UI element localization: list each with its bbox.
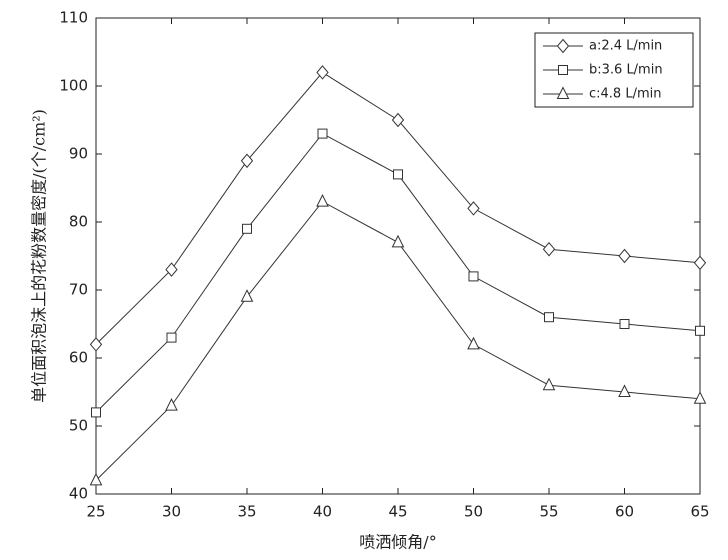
y-tick-label: 50 — [69, 417, 88, 435]
marker — [165, 397, 178, 411]
legend-label: a:2.4 L/min — [589, 39, 662, 54]
x-tick-label: 45 — [388, 503, 407, 521]
y-tick-label: 60 — [69, 349, 88, 367]
marker — [618, 248, 631, 264]
marker — [695, 325, 705, 336]
marker — [393, 169, 403, 180]
x-axis-label: 喷洒倾角/° — [359, 533, 436, 552]
x-tick-label: 55 — [539, 503, 558, 521]
marker — [166, 332, 177, 343]
legend-label: b:3.6 L/min — [589, 63, 663, 78]
marker — [468, 271, 479, 282]
marker — [693, 255, 707, 271]
x-tick-label: 65 — [690, 503, 709, 521]
y-tick-label: 90 — [69, 145, 88, 163]
y-tick-label: 70 — [69, 281, 88, 299]
marker — [89, 472, 103, 486]
marker — [240, 153, 254, 169]
y-tick-label: 100 — [59, 77, 88, 95]
marker — [316, 65, 329, 80]
marker — [556, 38, 570, 54]
marker — [240, 289, 254, 302]
legend: a:2.4 L/min b:3.6 L/min c:4.8 L/min — [534, 32, 694, 108]
marker — [619, 319, 630, 329]
marker — [693, 391, 707, 404]
y-tick-label: 110 — [59, 9, 88, 27]
x-tick-label: 40 — [313, 503, 332, 521]
marker — [467, 336, 480, 350]
marker — [89, 337, 103, 352]
marker — [391, 112, 405, 128]
marker — [467, 201, 480, 216]
y-axis-label: 单位面积泡沫上的花粉数量密度/(个/cm²) — [30, 109, 49, 403]
marker — [544, 312, 554, 323]
marker — [391, 234, 405, 248]
marker — [242, 223, 252, 234]
x-tick-label: 30 — [162, 503, 181, 521]
marker — [165, 262, 178, 277]
marker — [91, 407, 101, 418]
x-tick-label: 25 — [86, 503, 105, 521]
y-tick-label: 80 — [69, 213, 88, 231]
marker — [556, 86, 570, 99]
y-tick-label: 40 — [69, 485, 88, 503]
marker — [542, 241, 556, 257]
marker — [316, 193, 329, 207]
marker — [317, 128, 328, 139]
legend-label: c:4.8 L/min — [589, 87, 661, 102]
x-tick-label: 35 — [237, 503, 256, 521]
x-tick-label: 50 — [464, 503, 483, 521]
marker — [558, 65, 568, 75]
marker — [542, 377, 556, 391]
marker — [618, 384, 631, 397]
x-tick-label: 60 — [615, 503, 634, 521]
